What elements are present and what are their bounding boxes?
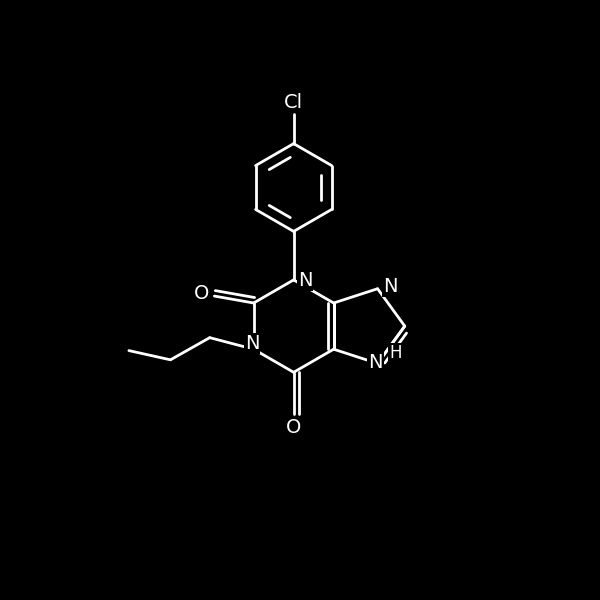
Text: H: H [389,344,401,362]
Text: N: N [368,353,383,372]
Text: O: O [286,418,301,437]
Text: N: N [298,271,313,290]
Text: N: N [383,277,398,296]
Text: Cl: Cl [284,92,303,112]
Text: O: O [194,284,209,303]
Text: N: N [245,334,259,353]
